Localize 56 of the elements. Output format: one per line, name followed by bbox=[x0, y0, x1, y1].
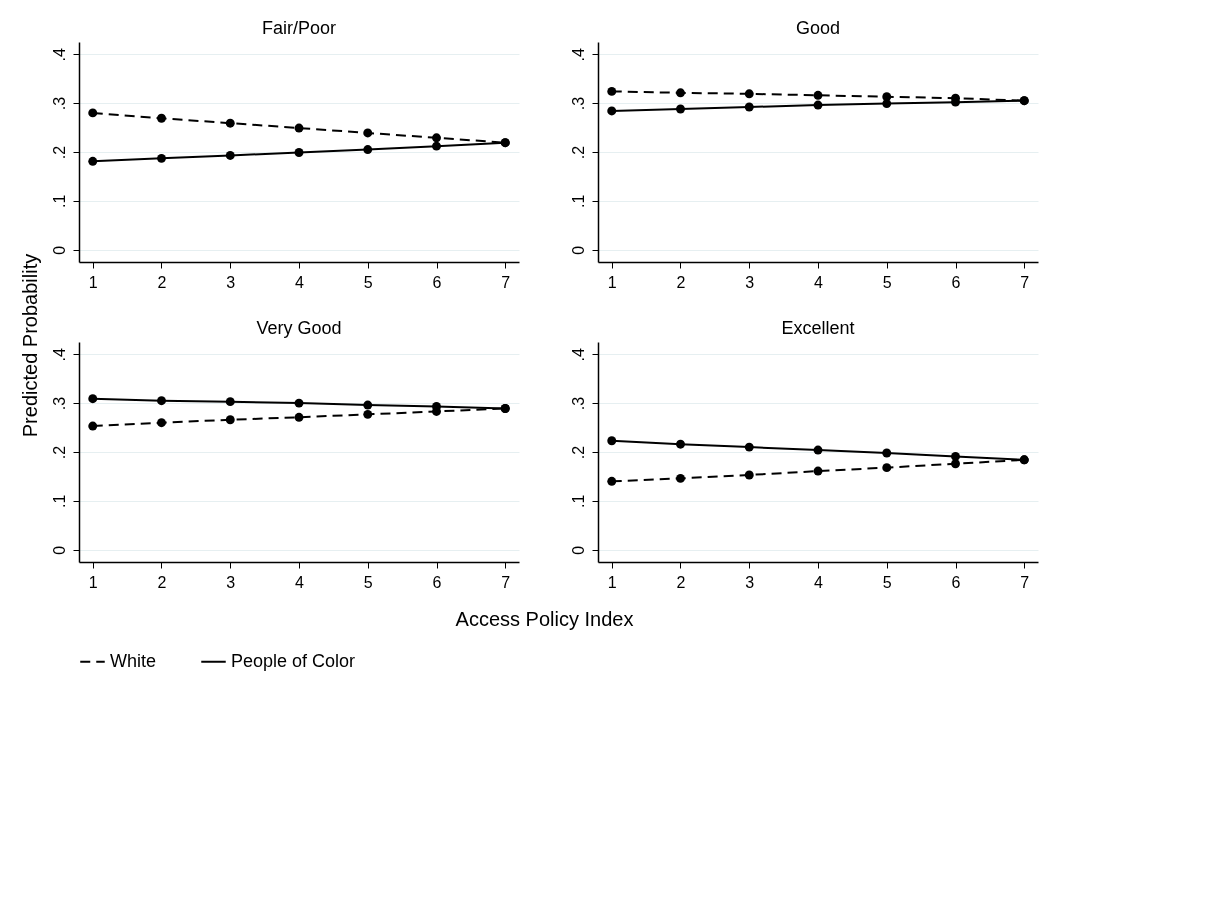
x-tick-label: 2 bbox=[676, 573, 686, 591]
x-tick-label: 3 bbox=[226, 273, 236, 291]
x-tick-label: 5 bbox=[882, 273, 892, 291]
legend-label: People of Color bbox=[231, 650, 356, 671]
y-tick-label: .4 bbox=[569, 347, 587, 362]
y-axis-title: Predicted Probability bbox=[19, 253, 41, 438]
y-tick-label: 0 bbox=[569, 245, 587, 255]
y-tick-label: .4 bbox=[50, 347, 68, 362]
x-tick-label: 1 bbox=[88, 573, 98, 591]
x-tick-label: 3 bbox=[745, 273, 755, 291]
x-tick-label: 3 bbox=[226, 573, 236, 591]
y-tick-label: .4 bbox=[50, 47, 68, 62]
x-tick-label: 1 bbox=[607, 573, 617, 591]
y-tick-label: .1 bbox=[50, 494, 68, 509]
x-tick-label: 3 bbox=[745, 573, 755, 591]
y-tick-label: .2 bbox=[569, 145, 587, 160]
x-tick-label: 5 bbox=[363, 573, 373, 591]
x-tick-label: 4 bbox=[295, 273, 305, 291]
y-tick-label: .3 bbox=[50, 396, 68, 411]
x-tick-label: 6 bbox=[432, 273, 442, 291]
x-tick-label: 6 bbox=[951, 573, 961, 591]
x-tick-label: 1 bbox=[607, 273, 617, 291]
x-tick-label: 6 bbox=[951, 273, 961, 291]
y-tick-label: .2 bbox=[50, 445, 68, 460]
legend-label: White bbox=[110, 650, 157, 671]
x-tick-label: 7 bbox=[1020, 273, 1030, 291]
x-axis-title: Access Policy Index bbox=[455, 608, 634, 630]
x-tick-label: 6 bbox=[432, 573, 442, 591]
y-tick-label: 0 bbox=[50, 245, 68, 255]
y-tick-label: .3 bbox=[50, 96, 68, 111]
x-tick-label: 5 bbox=[882, 573, 892, 591]
x-tick-label: 2 bbox=[157, 273, 167, 291]
chart-title: Excellent bbox=[781, 318, 855, 338]
x-tick-label: 7 bbox=[501, 573, 511, 591]
y-tick-label: .1 bbox=[569, 194, 587, 209]
x-tick-label: 4 bbox=[295, 573, 305, 591]
x-tick-label: 1 bbox=[88, 273, 98, 291]
y-tick-label: .2 bbox=[50, 145, 68, 160]
x-tick-label: 2 bbox=[676, 273, 686, 291]
x-tick-label: 4 bbox=[814, 273, 824, 291]
y-tick-label: 0 bbox=[50, 545, 68, 555]
chart-title: Very Good bbox=[256, 318, 342, 338]
x-tick-label: 7 bbox=[501, 273, 511, 291]
chart-title: Good bbox=[795, 18, 841, 38]
y-tick-label: .2 bbox=[569, 445, 587, 460]
y-tick-label: .3 bbox=[569, 396, 587, 411]
x-tick-label: 2 bbox=[157, 573, 167, 591]
y-tick-label: .4 bbox=[569, 47, 587, 62]
x-tick-label: 4 bbox=[814, 573, 824, 591]
y-tick-label: .1 bbox=[50, 194, 68, 209]
x-tick-label: 7 bbox=[1020, 573, 1030, 591]
y-tick-label: .3 bbox=[569, 96, 587, 111]
y-tick-label: .1 bbox=[569, 494, 587, 509]
x-tick-label: 5 bbox=[363, 273, 373, 291]
chart-title: Fair/Poor bbox=[261, 18, 337, 38]
y-tick-label: 0 bbox=[569, 545, 587, 555]
